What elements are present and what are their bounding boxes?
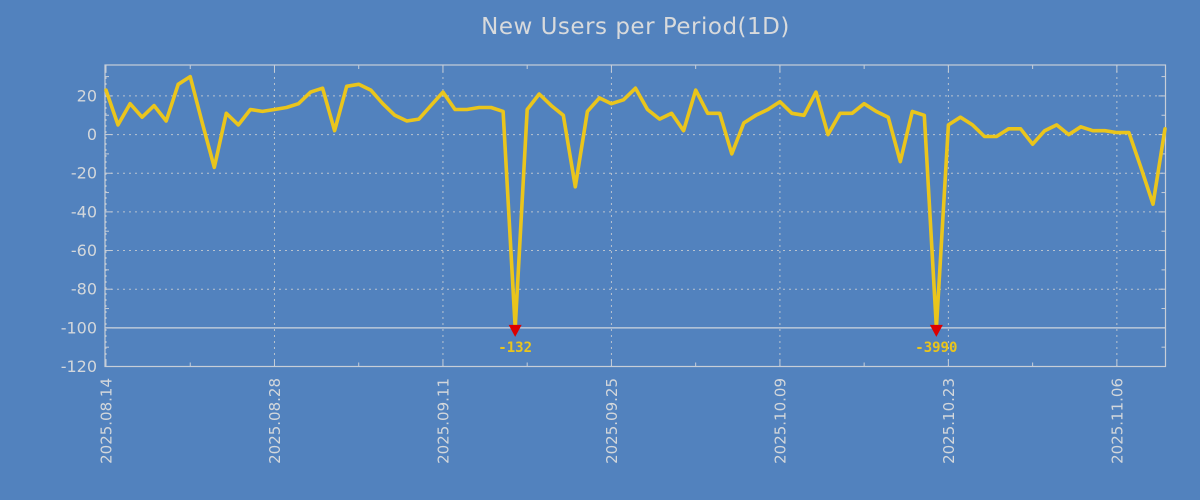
y-tick-label: -120 xyxy=(61,357,97,376)
marker-layer xyxy=(508,324,943,337)
x-tick-label: 2025.11.06 xyxy=(1108,378,1126,464)
plot-frame xyxy=(104,64,1167,368)
grid-layer xyxy=(105,65,1166,367)
series-line xyxy=(104,74,1167,330)
annotation-layer: -132 -3990 xyxy=(498,340,957,356)
x-tick-label: 2025.09.25 xyxy=(603,378,621,464)
annotation-label: -132 xyxy=(498,340,532,356)
y-tick-label: 0 xyxy=(87,125,97,144)
x-tick-label: 2025.08.28 xyxy=(266,378,284,464)
y-tick-label: -80 xyxy=(71,280,97,299)
y-tick-label: 20 xyxy=(77,86,97,105)
y-tick-label: -60 xyxy=(71,241,97,260)
frame-layer xyxy=(104,64,1167,368)
x-tick-label: 2025.09.11 xyxy=(434,378,452,464)
chart-title: New Users per Period(1D) xyxy=(481,14,790,40)
y-tick-label: -100 xyxy=(61,318,97,337)
x-tick-label: 2025.10.09 xyxy=(771,378,789,464)
clip-marker-triangle-icon xyxy=(929,324,943,337)
clip-marker-triangle-icon xyxy=(508,324,522,337)
x-tick-label: 2025.10.23 xyxy=(940,378,958,464)
y-tick-label: -40 xyxy=(71,202,97,221)
y-tick-label: -20 xyxy=(71,164,97,183)
x-tick-label: 2025.08.14 xyxy=(98,378,116,464)
series-layer xyxy=(104,74,1167,330)
annotation-label: -3990 xyxy=(915,340,957,356)
